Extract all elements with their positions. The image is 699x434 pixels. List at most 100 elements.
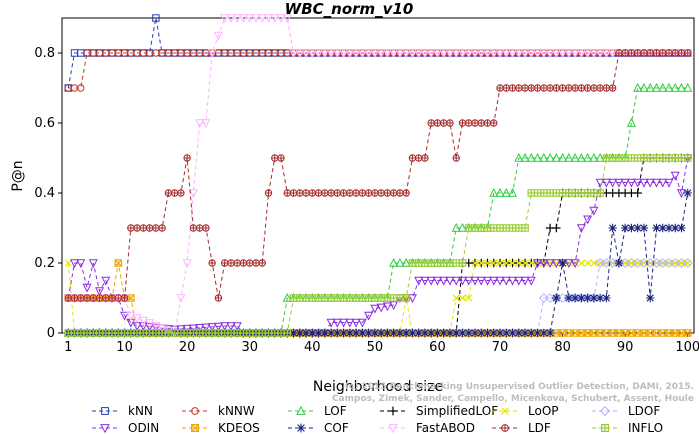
data-point	[590, 259, 598, 267]
data-point	[177, 189, 185, 197]
data-point	[596, 189, 604, 197]
data-point	[659, 49, 666, 57]
data-point	[77, 84, 85, 92]
data-point	[589, 152, 599, 162]
data-point	[289, 294, 298, 302]
data-point	[546, 259, 554, 267]
data-point	[672, 49, 679, 57]
data-point	[271, 154, 278, 162]
data-point	[482, 49, 493, 59]
data-point	[671, 223, 680, 233]
data-point	[527, 328, 536, 338]
data-point	[457, 222, 467, 232]
data-point	[570, 49, 580, 59]
data-point	[502, 259, 510, 267]
data-point	[501, 49, 511, 59]
data-point	[396, 189, 404, 197]
data-point	[508, 224, 517, 232]
data-point	[295, 328, 304, 338]
legend-label: LDOF	[628, 404, 660, 418]
plot-area-frame	[61, 17, 695, 334]
data-point	[334, 189, 341, 197]
data-point	[296, 405, 306, 415]
series-layer	[63, 14, 693, 339]
data-point	[658, 82, 668, 92]
data-point	[90, 294, 97, 302]
data-point	[683, 82, 693, 92]
x-tick-label: 1	[64, 340, 72, 355]
data-point	[458, 328, 467, 338]
data-point	[583, 293, 592, 303]
data-point	[545, 152, 555, 162]
data-point	[245, 14, 255, 24]
data-point	[640, 49, 648, 57]
data-point	[615, 154, 623, 162]
data-point	[658, 178, 668, 188]
data-point	[526, 152, 536, 162]
legend-label: KDEOS	[218, 421, 260, 434]
data-point	[615, 49, 623, 57]
data-point	[540, 259, 548, 267]
legend-label: COF	[324, 421, 349, 434]
data-point	[440, 119, 447, 127]
data-point	[464, 49, 474, 59]
data-point	[226, 14, 236, 24]
data-point	[352, 189, 360, 197]
data-point	[646, 154, 654, 162]
credit-line-1: (c) 2015 Benchmarking Unsupervised Outli…	[345, 382, 694, 392]
data-point	[377, 294, 385, 302]
data-point	[683, 188, 692, 198]
data-point	[577, 189, 586, 197]
data-point	[191, 407, 199, 415]
legend-label: kNN	[128, 404, 153, 418]
data-point	[83, 294, 91, 302]
data-point	[432, 49, 442, 59]
x-tick-label: 10	[116, 340, 133, 355]
data-point	[252, 259, 260, 267]
data-point	[601, 424, 609, 432]
data-point	[96, 294, 103, 302]
data-point	[390, 189, 397, 197]
data-point	[552, 189, 561, 197]
data-point	[383, 294, 392, 302]
data-point	[602, 154, 611, 162]
data-point	[521, 259, 529, 267]
data-point	[496, 224, 504, 232]
data-point	[599, 405, 611, 417]
data-point	[514, 224, 523, 232]
data-point	[208, 259, 216, 267]
data-point	[108, 294, 116, 302]
series-ldf	[64, 49, 692, 302]
legend-label: ODIN	[128, 421, 159, 434]
data-point	[652, 154, 661, 162]
data-point	[376, 49, 386, 59]
legend-item-simplifiedlof: SimplifiedLOF	[380, 404, 498, 418]
data-point	[664, 223, 674, 233]
credit-line-2: Campos, Zimek, Sander, Campello, Micenko…	[332, 394, 694, 404]
data-point	[183, 154, 191, 162]
data-point	[639, 223, 649, 233]
data-point	[526, 276, 536, 286]
data-point	[471, 119, 479, 127]
data-point	[484, 119, 491, 127]
data-point	[570, 152, 580, 162]
data-point	[653, 49, 660, 57]
data-point	[476, 276, 486, 286]
y-tick-label: 0.6	[34, 116, 55, 131]
y-tick-label: 0.2	[34, 256, 55, 271]
data-point	[595, 293, 605, 303]
data-point	[677, 223, 686, 233]
data-point	[401, 328, 411, 338]
data-point	[277, 154, 285, 162]
data-point	[221, 259, 228, 267]
data-point	[508, 328, 517, 338]
data-point	[633, 154, 642, 162]
data-point	[658, 154, 667, 162]
data-point	[628, 49, 635, 57]
data-point	[446, 259, 454, 267]
data-point	[490, 119, 497, 127]
data-point	[471, 259, 479, 267]
data-point	[634, 49, 641, 57]
data-point	[158, 224, 166, 232]
data-point	[501, 424, 509, 432]
